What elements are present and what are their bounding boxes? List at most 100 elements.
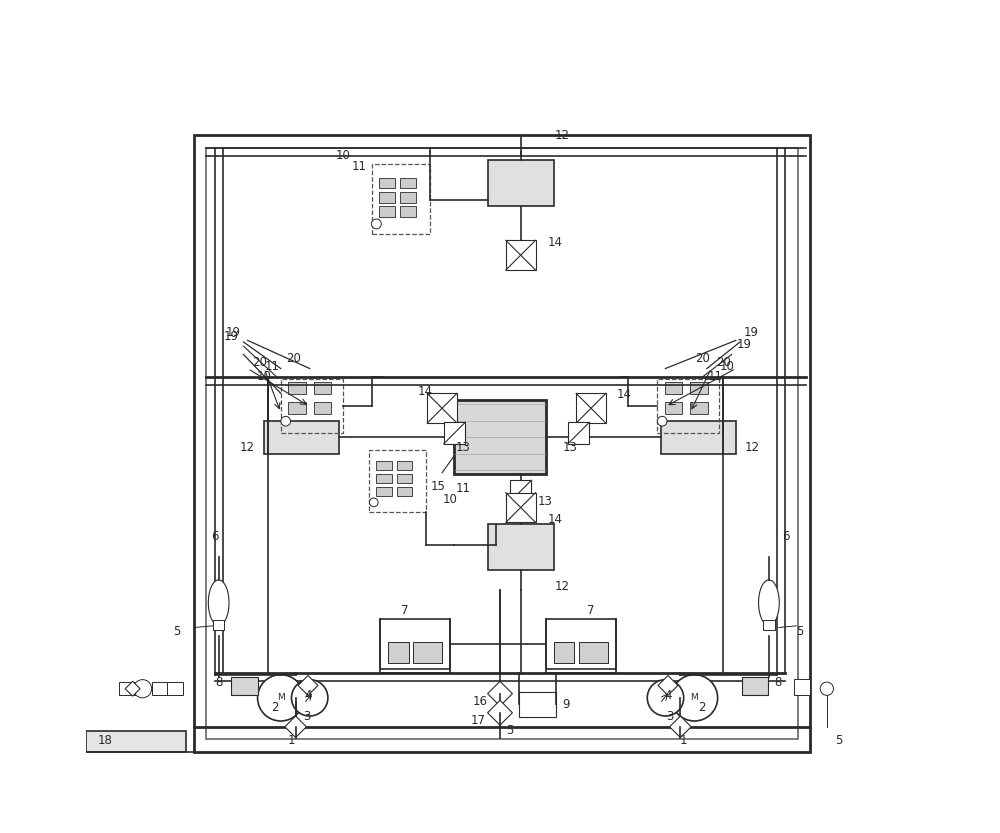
Text: 19: 19 bbox=[743, 326, 758, 338]
Text: 20: 20 bbox=[253, 357, 267, 369]
Text: 5: 5 bbox=[174, 625, 181, 638]
Text: 2: 2 bbox=[271, 701, 279, 714]
Text: 20: 20 bbox=[695, 352, 710, 365]
Circle shape bbox=[258, 675, 304, 721]
Bar bbox=[506, 240, 536, 270]
Bar bbox=[665, 382, 682, 394]
Bar bbox=[554, 642, 574, 663]
Text: 2: 2 bbox=[698, 701, 706, 714]
Bar bbox=[206, 147, 798, 739]
Polygon shape bbox=[658, 676, 678, 696]
Text: 13: 13 bbox=[563, 441, 578, 454]
Text: 11: 11 bbox=[265, 361, 280, 373]
Text: 5: 5 bbox=[836, 735, 843, 747]
Bar bbox=[119, 682, 135, 696]
Bar bbox=[213, 620, 224, 630]
Text: 4: 4 bbox=[664, 689, 672, 702]
Text: 7: 7 bbox=[587, 605, 595, 617]
Polygon shape bbox=[125, 681, 140, 696]
Bar bbox=[264, 421, 339, 454]
Circle shape bbox=[133, 680, 152, 698]
Text: 20: 20 bbox=[286, 352, 301, 365]
Text: 12: 12 bbox=[745, 441, 760, 455]
Circle shape bbox=[657, 416, 667, 426]
Bar bbox=[372, 164, 430, 234]
Text: 8: 8 bbox=[215, 676, 223, 690]
Text: M: M bbox=[277, 693, 285, 702]
Bar bbox=[397, 486, 412, 496]
Text: 12: 12 bbox=[240, 441, 255, 455]
Bar bbox=[579, 642, 608, 663]
Text: 1: 1 bbox=[680, 735, 687, 747]
Text: 20: 20 bbox=[716, 357, 731, 369]
Bar bbox=[388, 642, 409, 663]
Text: 6: 6 bbox=[782, 530, 789, 543]
Bar bbox=[742, 677, 768, 696]
Bar bbox=[763, 620, 775, 630]
Text: 5: 5 bbox=[796, 625, 803, 638]
Ellipse shape bbox=[759, 580, 779, 626]
Text: M: M bbox=[691, 693, 698, 702]
Bar bbox=[376, 486, 392, 496]
Text: 10: 10 bbox=[443, 493, 458, 506]
Bar bbox=[376, 461, 392, 470]
Text: 14: 14 bbox=[418, 385, 433, 398]
Bar bbox=[454, 400, 546, 475]
Bar bbox=[546, 619, 616, 669]
Bar bbox=[86, 731, 186, 751]
Text: 5: 5 bbox=[506, 725, 514, 737]
Polygon shape bbox=[285, 716, 306, 737]
Bar bbox=[167, 682, 183, 696]
Text: 10: 10 bbox=[257, 371, 272, 383]
Bar bbox=[379, 207, 395, 217]
Text: 15: 15 bbox=[431, 481, 445, 493]
Bar bbox=[400, 207, 416, 217]
Bar bbox=[488, 160, 554, 206]
Ellipse shape bbox=[208, 580, 229, 626]
Bar bbox=[794, 679, 810, 696]
Polygon shape bbox=[298, 676, 318, 696]
Text: 9: 9 bbox=[562, 698, 570, 711]
Bar bbox=[488, 524, 554, 570]
Bar bbox=[288, 382, 306, 394]
Bar bbox=[376, 474, 392, 483]
Text: 1: 1 bbox=[288, 735, 295, 747]
Text: 18: 18 bbox=[97, 735, 112, 747]
Bar bbox=[369, 450, 426, 511]
Text: 13: 13 bbox=[538, 496, 553, 508]
Text: 19: 19 bbox=[226, 326, 241, 338]
Bar bbox=[379, 192, 395, 202]
Polygon shape bbox=[488, 701, 512, 726]
Bar bbox=[568, 422, 589, 444]
Bar bbox=[576, 393, 606, 423]
Text: 13: 13 bbox=[456, 441, 471, 454]
Bar bbox=[281, 379, 343, 433]
Bar bbox=[519, 692, 556, 717]
Circle shape bbox=[647, 680, 684, 716]
Bar bbox=[444, 422, 465, 444]
Text: 11: 11 bbox=[708, 371, 723, 383]
Text: 12: 12 bbox=[555, 580, 570, 592]
Circle shape bbox=[369, 498, 378, 506]
Bar bbox=[690, 402, 708, 414]
Circle shape bbox=[281, 416, 291, 426]
Bar bbox=[380, 619, 450, 669]
Text: 3: 3 bbox=[666, 710, 673, 722]
Bar bbox=[379, 177, 395, 188]
Bar bbox=[152, 682, 167, 696]
Text: 14: 14 bbox=[548, 513, 563, 526]
Bar bbox=[427, 393, 457, 423]
Polygon shape bbox=[670, 716, 691, 737]
Bar bbox=[314, 402, 331, 414]
Text: 3: 3 bbox=[303, 710, 310, 722]
Circle shape bbox=[291, 680, 328, 716]
Bar bbox=[288, 402, 306, 414]
Bar bbox=[397, 474, 412, 483]
Bar bbox=[665, 402, 682, 414]
Bar bbox=[400, 192, 416, 202]
Text: 6: 6 bbox=[211, 530, 218, 543]
Bar bbox=[506, 492, 536, 522]
Text: 16: 16 bbox=[473, 696, 488, 709]
Text: 11: 11 bbox=[455, 482, 470, 495]
Text: 14: 14 bbox=[617, 387, 632, 401]
